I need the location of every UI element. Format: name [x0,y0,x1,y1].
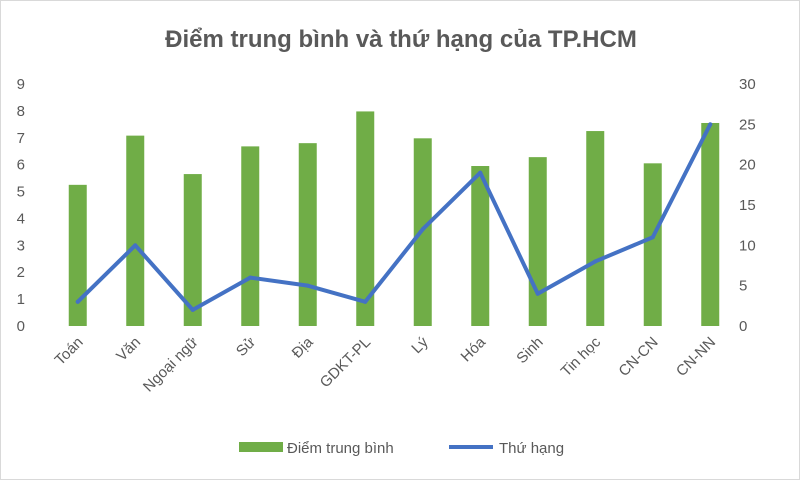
category-label: CN-CN [615,334,661,380]
right-axis-ticks: 0 5 10 15 20 25 30 [739,76,756,335]
right-axis-tick: 30 [739,76,756,93]
left-axis-tick: 6 [17,157,25,174]
line-point [650,235,655,240]
bar [701,122,720,326]
legend-line-label: Thứ hạng [499,440,564,457]
legend-bar-swatch [239,442,283,452]
left-axis-tick: 5 [17,184,25,201]
line-point [248,275,253,280]
legend: Điểm trung bình Thứ hạng [239,440,564,457]
bar-series [68,111,720,326]
right-axis-tick: 25 [739,116,756,133]
left-axis-tick: 8 [17,103,25,120]
chart-title: Điểm trung bình và thứ hạng của TP.HCM [165,26,637,53]
line-point [593,259,598,264]
bar [643,163,662,326]
right-axis-tick: 15 [739,197,756,214]
left-axis-tick: 9 [17,76,25,93]
category-label: Lý [408,333,432,357]
line-point [420,227,425,232]
bar [183,174,202,326]
category-label: GDKT-PL [317,334,374,391]
left-axis-tick: 2 [17,264,25,281]
line-point [708,122,713,127]
legend-bar-label: Điểm trung bình [287,440,394,457]
left-axis-tick: 7 [17,130,25,147]
line-point [535,291,540,296]
category-label: Tin học [558,333,605,380]
bar [471,166,490,326]
category-label: Toán [52,334,87,369]
right-axis-tick: 5 [739,278,747,295]
right-axis-tick: 10 [739,237,756,254]
category-label: Văn [113,334,144,365]
bar [356,111,375,326]
bar [126,135,145,326]
line-point [363,299,368,304]
left-axis-tick: 1 [17,291,25,308]
left-axis-tick: 4 [17,210,25,227]
left-axis-tick: 3 [17,237,25,254]
category-label: CN-NN [673,334,719,380]
left-axis-tick: 0 [17,318,25,335]
category-label: Ngoại ngữ [140,334,202,396]
category-label: Sử [233,334,259,360]
line-series [75,122,713,312]
right-axis-tick: 0 [739,318,747,335]
series-line [75,122,713,312]
bar [528,157,547,326]
line-point [190,307,195,312]
category-label: Hóa [458,333,490,365]
bar [68,184,87,326]
line-point [305,283,310,288]
bar [586,131,605,326]
line-point [133,243,138,248]
category-label: Địa [289,333,317,361]
line-point [75,299,80,304]
line-point [478,170,483,175]
right-axis-tick: 20 [739,157,756,174]
category-label: Sinh [513,334,546,367]
bar [241,146,260,326]
left-axis-ticks: 0 1 2 3 4 5 6 7 8 9 [17,76,25,335]
bar [298,143,317,326]
